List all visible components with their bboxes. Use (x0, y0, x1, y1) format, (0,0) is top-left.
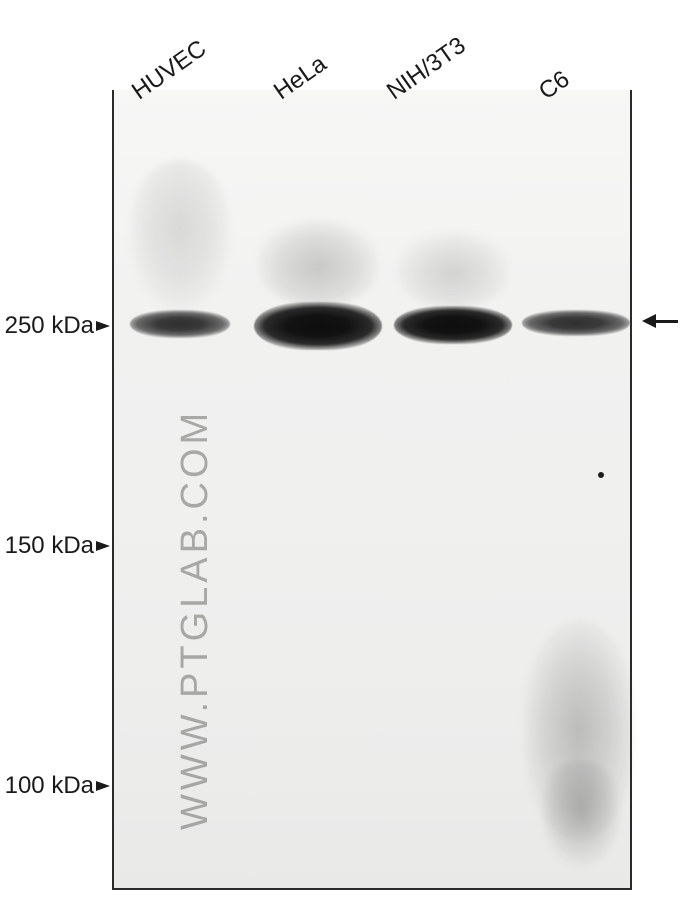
target-band-arrow (642, 314, 678, 328)
speck (598, 472, 604, 478)
band-lane-huvec (130, 310, 230, 338)
marker-label-100: 100 kDa (0, 772, 94, 800)
smear (542, 760, 620, 870)
arrow-right-icon (96, 781, 110, 791)
figure-container: WWW.PTGLAB.COM HUVEC HeLa NIH/3T3 C6 250… (0, 0, 700, 903)
band-lane-nih3t3 (394, 306, 512, 344)
arrow-right-icon (96, 541, 110, 551)
arrow-left-icon (642, 314, 656, 328)
smear (130, 160, 230, 310)
marker-label-150: 150 kDa (0, 532, 94, 560)
band-lane-c6 (522, 310, 630, 336)
smear (397, 232, 509, 307)
band-lane-hela (254, 302, 382, 350)
watermark-text: WWW.PTGLAB.COM (174, 409, 217, 830)
arrow-right-icon (96, 321, 110, 331)
smear (258, 220, 378, 305)
blot-area: WWW.PTGLAB.COM (112, 90, 632, 890)
marker-label-250: 250 kDa (0, 312, 94, 340)
arrow-shaft (656, 320, 678, 323)
